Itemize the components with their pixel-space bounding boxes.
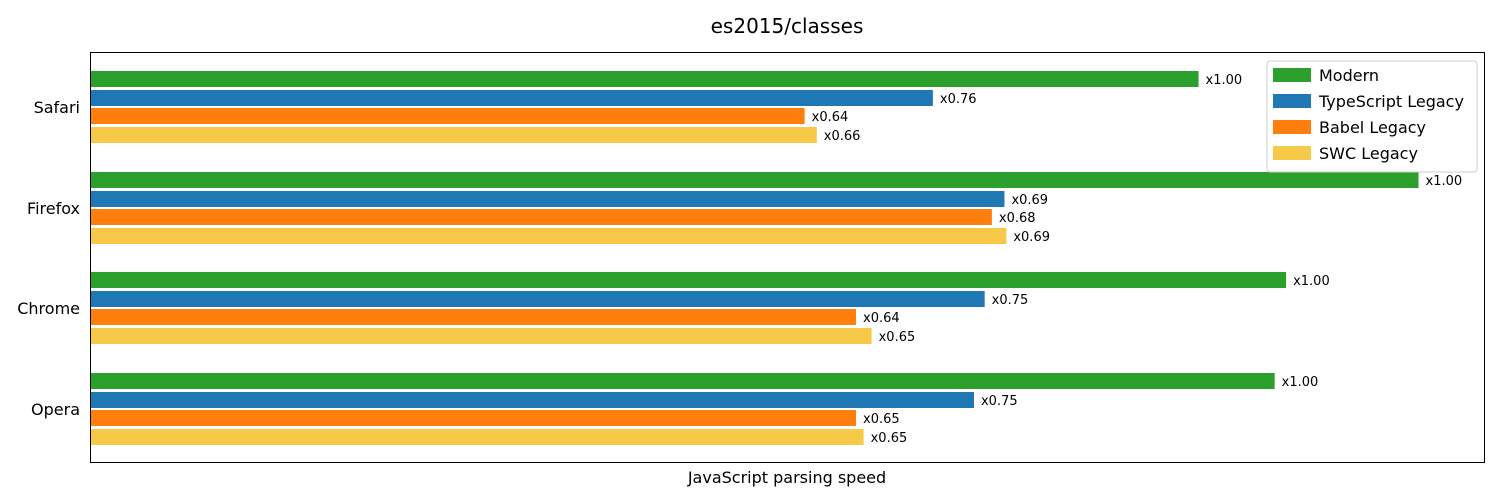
legend-box <box>1266 60 1478 173</box>
bar-safari-1 <box>91 90 933 106</box>
data-label-firefox-0: x1.00 <box>1426 174 1463 189</box>
bar-safari-2 <box>91 108 805 124</box>
bar-chrome-0 <box>91 272 1287 288</box>
bar-firefox-1 <box>91 191 1005 207</box>
data-label-safari-0: x1.00 <box>1206 73 1243 88</box>
data-label-opera-1: x0.75 <box>981 394 1018 409</box>
data-label-chrome-3: x0.65 <box>879 330 916 345</box>
bar-chrome-2 <box>91 309 857 325</box>
data-label-opera-0: x1.00 <box>1282 375 1319 390</box>
bars-layer: x1.00 x0.76 x0.64 x0.66 x1.00 x0.69 x0.68 x0.69… <box>91 71 1462 446</box>
plot-frame <box>90 52 1485 463</box>
bar-firefox-3 <box>91 228 1007 244</box>
data-label-safari-2: x0.64 <box>812 110 849 125</box>
chart-title: es2015/classes <box>711 14 864 38</box>
bar-chrome-1 <box>91 291 985 307</box>
legend-label-2: Babel Legacy <box>1319 118 1426 137</box>
legend-swatch-2 <box>1273 120 1311 134</box>
data-label-firefox-3: x0.69 <box>1013 230 1050 245</box>
bar-opera-1 <box>91 392 974 408</box>
bar-chrome-3 <box>91 328 872 344</box>
legend-label-3: SWC Legacy <box>1319 144 1418 163</box>
category-labels: Safari Firefox Chrome Opera <box>17 98 80 419</box>
data-label-chrome-2: x0.64 <box>863 311 900 326</box>
bar-opera-2 <box>91 410 857 426</box>
legend-swatch-0 <box>1273 68 1311 82</box>
bar-opera-0 <box>91 373 1275 389</box>
bar-opera-3 <box>91 429 864 445</box>
bar-safari-0 <box>91 71 1199 87</box>
legend-swatch-3 <box>1273 146 1311 160</box>
bar-firefox-0 <box>91 172 1419 188</box>
legend-label-0: Modern <box>1319 66 1379 85</box>
category-label-firefox: Firefox <box>27 199 80 218</box>
data-label-firefox-2: x0.68 <box>999 211 1036 226</box>
data-label-safari-3: x0.66 <box>824 129 861 144</box>
data-label-opera-2: x0.65 <box>863 412 900 427</box>
category-label-chrome: Chrome <box>17 299 80 318</box>
legend-swatch-1 <box>1273 94 1311 108</box>
data-label-opera-3: x0.65 <box>871 431 908 446</box>
data-label-chrome-1: x0.75 <box>992 293 1029 308</box>
legend-label-1: TypeScript Legacy <box>1318 92 1464 111</box>
category-label-safari: Safari <box>34 98 80 117</box>
data-label-firefox-1: x0.69 <box>1011 193 1048 208</box>
bar-safari-3 <box>91 127 817 143</box>
data-label-safari-1: x0.76 <box>940 92 977 107</box>
legend: Modern TypeScript Legacy Babel Legacy SWC L… <box>1266 60 1478 173</box>
x-axis-label: JavaScript parsing speed <box>687 468 886 487</box>
category-label-opera: Opera <box>31 400 80 419</box>
data-label-chrome-0: x1.00 <box>1293 274 1330 289</box>
bar-firefox-2 <box>91 209 992 225</box>
